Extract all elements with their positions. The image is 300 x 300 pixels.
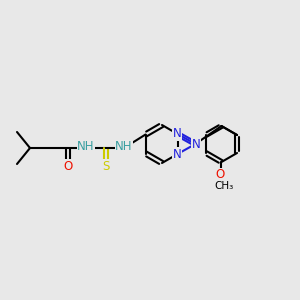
Text: N: N <box>192 137 201 151</box>
Text: S: S <box>102 160 110 172</box>
Text: O: O <box>216 169 225 182</box>
Text: NH: NH <box>77 140 95 154</box>
Text: CH₃: CH₃ <box>215 181 234 191</box>
Text: O: O <box>63 160 73 172</box>
Text: N: N <box>173 148 182 161</box>
Text: NH: NH <box>115 140 133 154</box>
Text: N: N <box>173 127 182 140</box>
